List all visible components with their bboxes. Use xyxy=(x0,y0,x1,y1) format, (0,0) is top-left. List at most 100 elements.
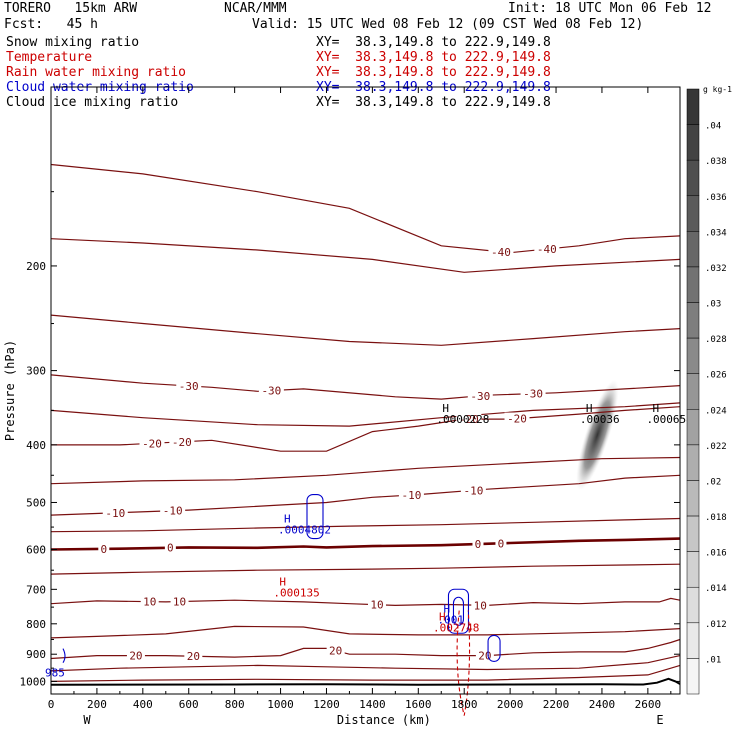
contour-label-bg xyxy=(258,384,284,397)
colorbar-tick-label: .036 xyxy=(705,193,727,203)
contour-label-bg xyxy=(184,650,203,663)
y-tick-label: 200 xyxy=(26,260,46,273)
y-axis-label: Pressure (hPa) xyxy=(3,340,17,441)
x-tick-label: 1000 xyxy=(267,698,294,711)
forecast-hour: Fcst: 45 h xyxy=(4,17,98,32)
y-tick-label: 300 xyxy=(26,365,46,378)
y-tick-label: 600 xyxy=(26,544,46,557)
x-tick-label: 400 xyxy=(133,698,153,711)
contour-label: -20 xyxy=(459,413,479,426)
colorbar-segment xyxy=(686,586,700,624)
contour-label: 10 xyxy=(474,599,487,612)
contour-label-bg xyxy=(472,538,484,551)
temperature-contour-line xyxy=(50,664,681,682)
contour-label: 10 xyxy=(173,596,186,609)
y-tick-label: 800 xyxy=(26,618,46,631)
east-label: E xyxy=(656,713,663,727)
contour-label-bg xyxy=(164,541,176,554)
contour-label-bg xyxy=(398,489,424,502)
max-value-label: .001 xyxy=(438,613,465,626)
moisture-contour xyxy=(62,648,66,663)
colorbar-tick-label: .014 xyxy=(705,584,727,594)
rain-contour xyxy=(456,610,471,716)
max-marker: H xyxy=(279,576,286,589)
colorbar-tick-label: .01 xyxy=(705,655,721,665)
colorbar-tick-label: .024 xyxy=(705,406,727,416)
temperature-contour-line xyxy=(50,456,681,485)
max-marker: H xyxy=(442,402,449,415)
west-label: W xyxy=(83,713,91,727)
contour-label: 20 xyxy=(187,650,200,663)
colorbar-segment xyxy=(686,337,700,374)
contour-label-bg xyxy=(169,435,195,448)
colorbar-segment xyxy=(686,302,700,339)
contour-label-bg xyxy=(176,379,202,392)
contour-label: -30 xyxy=(179,380,199,393)
temperature-contour-10 xyxy=(50,597,681,607)
terrain-surface xyxy=(50,677,681,686)
max-marker: H xyxy=(444,602,451,615)
contour-label: -20 xyxy=(142,437,162,450)
temperature-contour-line xyxy=(50,238,681,273)
colorbar-segment xyxy=(686,444,700,481)
x-tick-label: 200 xyxy=(87,698,107,711)
y-tick-label: 900 xyxy=(26,648,46,661)
field-xy-cloud-ice: XY= 38.3,149.8 to 222.9,149.8 xyxy=(316,95,551,110)
field-name-rain: Rain water mixing ratio xyxy=(6,65,187,80)
temperature-contour-20 xyxy=(50,638,681,660)
x-tick-label: 1200 xyxy=(313,698,340,711)
x-tick-label: 2000 xyxy=(497,698,524,711)
colorbar-tick-label: .02 xyxy=(705,477,721,487)
colorbar-segment xyxy=(686,622,700,659)
max-marker: H xyxy=(439,611,446,624)
x-tick-label: 0 xyxy=(48,698,55,711)
x-tick-label: 1400 xyxy=(359,698,386,711)
contour-label: -10 xyxy=(163,505,183,518)
field-xy-snow: XY= 38.3,149.8 to 222.9,149.8 xyxy=(316,35,551,50)
temperature-contour-line xyxy=(50,517,681,533)
colorbar-segment xyxy=(686,480,700,517)
contour-label-bg xyxy=(495,537,507,550)
moisture-contour xyxy=(487,634,501,662)
x-tick-label: 1800 xyxy=(451,698,478,711)
max-value-label: .00036 xyxy=(580,413,620,426)
contour-label-bg xyxy=(102,506,128,519)
colorbar-tick-label: .038 xyxy=(705,157,727,167)
contour-label-bg xyxy=(126,649,145,662)
contour-label-bg xyxy=(520,387,546,400)
contour-label: 0 xyxy=(475,538,482,551)
contour-label-bg xyxy=(170,595,189,608)
colorbar-segment xyxy=(686,159,700,197)
contour-label: -40 xyxy=(537,243,557,256)
field-name-snow: Snow mixing ratio xyxy=(6,35,140,50)
contour-label: -30 xyxy=(523,388,543,401)
init-time: Init: 18 UTC Mon 06 Feb 12 xyxy=(508,1,712,16)
field-name-temperature: Temperature xyxy=(6,50,93,65)
colorbar-tick-label: .012 xyxy=(705,620,727,630)
model-title: TORERO 15km ARW xyxy=(4,1,138,16)
temperature-contour-line xyxy=(50,625,681,639)
max-value-label: .000135 xyxy=(273,587,319,600)
temperature-contour--30 xyxy=(50,374,681,400)
x-tick-label: 1600 xyxy=(405,698,432,711)
colorbar-tick-label: .028 xyxy=(705,335,727,345)
contour-label-bg xyxy=(488,245,514,258)
temperature-contour--20 xyxy=(51,406,681,452)
colorbar-segment xyxy=(686,658,700,695)
colorbar-segment xyxy=(686,515,700,552)
colorbar-segment xyxy=(686,409,700,446)
contour-label-bg xyxy=(139,437,165,450)
temperature-contour-line xyxy=(50,655,681,672)
colorbar-segment xyxy=(686,124,700,161)
colorbar-tick-label: .026 xyxy=(705,371,727,381)
max-value-label: .002748 xyxy=(433,622,479,635)
field-xy-rain: XY= 38.3,149.8 to 222.9,149.8 xyxy=(316,65,551,80)
max-value-label: .0000228 xyxy=(436,413,489,426)
colorbar-segment xyxy=(686,551,700,588)
contour-label-bg xyxy=(456,413,482,426)
colorbar-tick-label: .032 xyxy=(705,264,727,274)
max-marker: H xyxy=(284,512,291,525)
contour-label-bg xyxy=(534,243,560,256)
